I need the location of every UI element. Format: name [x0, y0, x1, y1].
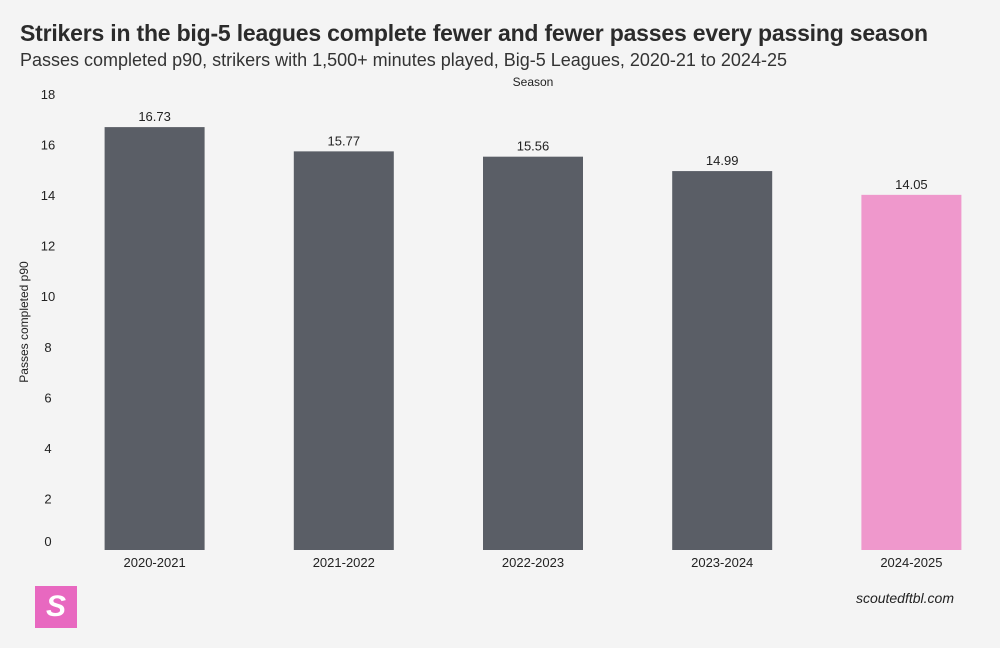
y-tick-label: 4 [44, 441, 51, 456]
x-tick-label: 2024-2025 [880, 555, 942, 570]
y-tick-label: 16 [41, 138, 55, 153]
y-tick-label: 8 [44, 340, 51, 355]
bar-2021-2022 [293, 151, 394, 550]
bar-2024-2025 [861, 194, 962, 550]
bar-2022-2023 [483, 156, 583, 550]
x-tick-label: 2021-2022 [313, 555, 375, 570]
credit-text: scoutedftbl.com [855, 590, 954, 606]
data-label: 15.77 [328, 133, 361, 148]
data-label: 16.73 [138, 109, 171, 124]
data-label: 14.99 [706, 153, 739, 168]
scouted-logo: S [35, 586, 77, 628]
y-tick-label: 0 [44, 534, 51, 549]
y-tick-label: 14 [41, 188, 55, 203]
y-tick-label: 12 [41, 239, 55, 254]
x-tick-label: 2020-2021 [124, 555, 186, 570]
y-tick-label: 10 [41, 289, 55, 304]
y-tick-label: 18 [41, 87, 55, 102]
chart-title: Strikers in the big-5 leagues complete f… [20, 20, 928, 46]
x-axis-label: Season [512, 75, 554, 89]
bar-2020-2021 [104, 127, 205, 550]
y-tick-label: 6 [44, 390, 51, 405]
data-label: 14.05 [895, 177, 928, 192]
x-tick-label: 2023-2024 [691, 555, 753, 570]
bar-2023-2024 [672, 171, 773, 550]
data-label: 15.56 [517, 139, 550, 154]
x-tick-label: 2022-2023 [502, 555, 564, 570]
chart-subtitle: Passes completed p90, strikers with 1,50… [20, 50, 787, 70]
y-tick-label: 2 [44, 491, 51, 506]
